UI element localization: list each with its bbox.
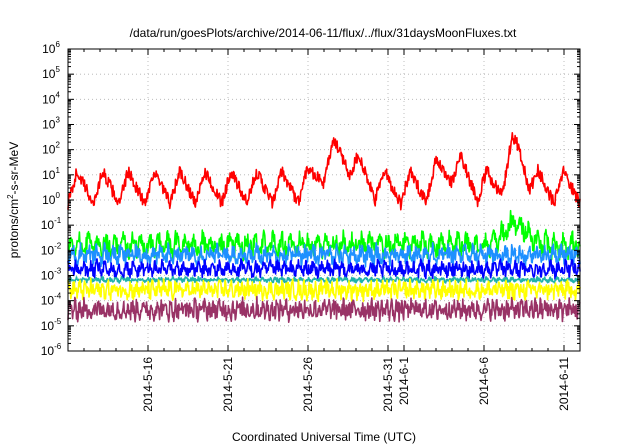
y-axis-label: protons/cm2-s-sr-MeV xyxy=(6,142,21,258)
y-tick-exponent: 2 xyxy=(55,141,60,150)
series-line-4 xyxy=(67,258,581,280)
series-line-3 xyxy=(67,241,581,269)
y-tick-label: 103 xyxy=(42,116,60,132)
series-line-7 xyxy=(67,295,581,323)
y-tick-exponent: 5 xyxy=(55,65,60,74)
y-tick-label: 10-4 xyxy=(41,292,62,308)
y-axis-label-sup: 2 xyxy=(6,194,15,199)
y-tick-base: 10 xyxy=(41,269,55,283)
x-axis-label: Coordinated Universal Time (UTC) xyxy=(232,430,416,444)
series-line-5 xyxy=(67,275,581,284)
y-tick-label: 10-2 xyxy=(41,241,62,257)
x-tick-label: 2014-5-31 xyxy=(381,357,395,412)
x-tick-label: 2014-5-16 xyxy=(141,357,155,412)
x-tick-label: 2014-5-26 xyxy=(301,357,315,412)
y-tick-exponent: -4 xyxy=(54,292,62,301)
x-tick-label: 2014-6-1 xyxy=(397,357,411,405)
y-tick-base: 10 xyxy=(42,67,56,81)
y-tick-base: 10 xyxy=(42,193,56,207)
x-axis-ticks: 2014-5-16 2014-5-21 2014-5-26 2014-5-31 2014… xyxy=(83,49,571,412)
y-tick-exponent: 1 xyxy=(55,166,60,175)
y-tick-base: 10 xyxy=(42,168,56,182)
y-axis-label-rest: -s-sr-MeV xyxy=(7,142,21,195)
y-tick-exponent: -2 xyxy=(54,241,62,250)
y-axis-label-main: protons/cm xyxy=(7,199,21,258)
series-line-1 xyxy=(67,132,581,211)
y-tick-base: 10 xyxy=(42,92,56,106)
y-tick-exponent: 6 xyxy=(55,40,60,49)
x-tick-label: 2014-6-11 xyxy=(557,357,571,411)
y-tick-exponent: -1 xyxy=(54,216,62,225)
y-tick-base: 10 xyxy=(41,243,55,257)
y-tick-label: 106 xyxy=(42,40,60,56)
y-tick-base: 10 xyxy=(41,294,55,308)
y-tick-exponent: 4 xyxy=(55,90,60,99)
y-tick-label: 10-6 xyxy=(41,342,62,358)
y-tick-exponent: -5 xyxy=(54,317,62,326)
y-tick-label: 105 xyxy=(42,65,60,81)
series-line-6 xyxy=(67,277,581,303)
y-tick-exponent: 0 xyxy=(55,191,60,200)
y-tick-label: 100 xyxy=(42,191,60,207)
y-tick-label: 101 xyxy=(42,166,60,182)
y-tick-exponent: -3 xyxy=(54,267,62,276)
y-tick-base: 10 xyxy=(42,143,56,157)
y-tick-base: 10 xyxy=(41,319,55,333)
x-tick-label: 2014-6-6 xyxy=(477,357,491,405)
y-tick-exponent: -6 xyxy=(54,342,62,351)
y-tick-base: 10 xyxy=(42,118,56,132)
y-tick-exponent: 3 xyxy=(55,116,60,125)
y-tick-label: 102 xyxy=(42,141,60,157)
y-tick-base: 10 xyxy=(41,344,55,358)
chart-title: /data/run/goesPlots/archive/2014-06-11/f… xyxy=(130,26,517,40)
series-group xyxy=(67,132,581,323)
y-tick-label: 10-3 xyxy=(41,267,62,283)
y-tick-base: 10 xyxy=(41,218,55,232)
x-tick-label: 2014-5-21 xyxy=(221,357,235,412)
y-tick-base: 10 xyxy=(42,42,56,56)
y-tick-label: 10-5 xyxy=(41,317,62,333)
y-axis-ticks: 10-610-510-410-310-210-11001011021031041… xyxy=(41,40,580,358)
y-tick-label: 10-1 xyxy=(41,216,62,232)
y-tick-label: 104 xyxy=(42,90,60,106)
